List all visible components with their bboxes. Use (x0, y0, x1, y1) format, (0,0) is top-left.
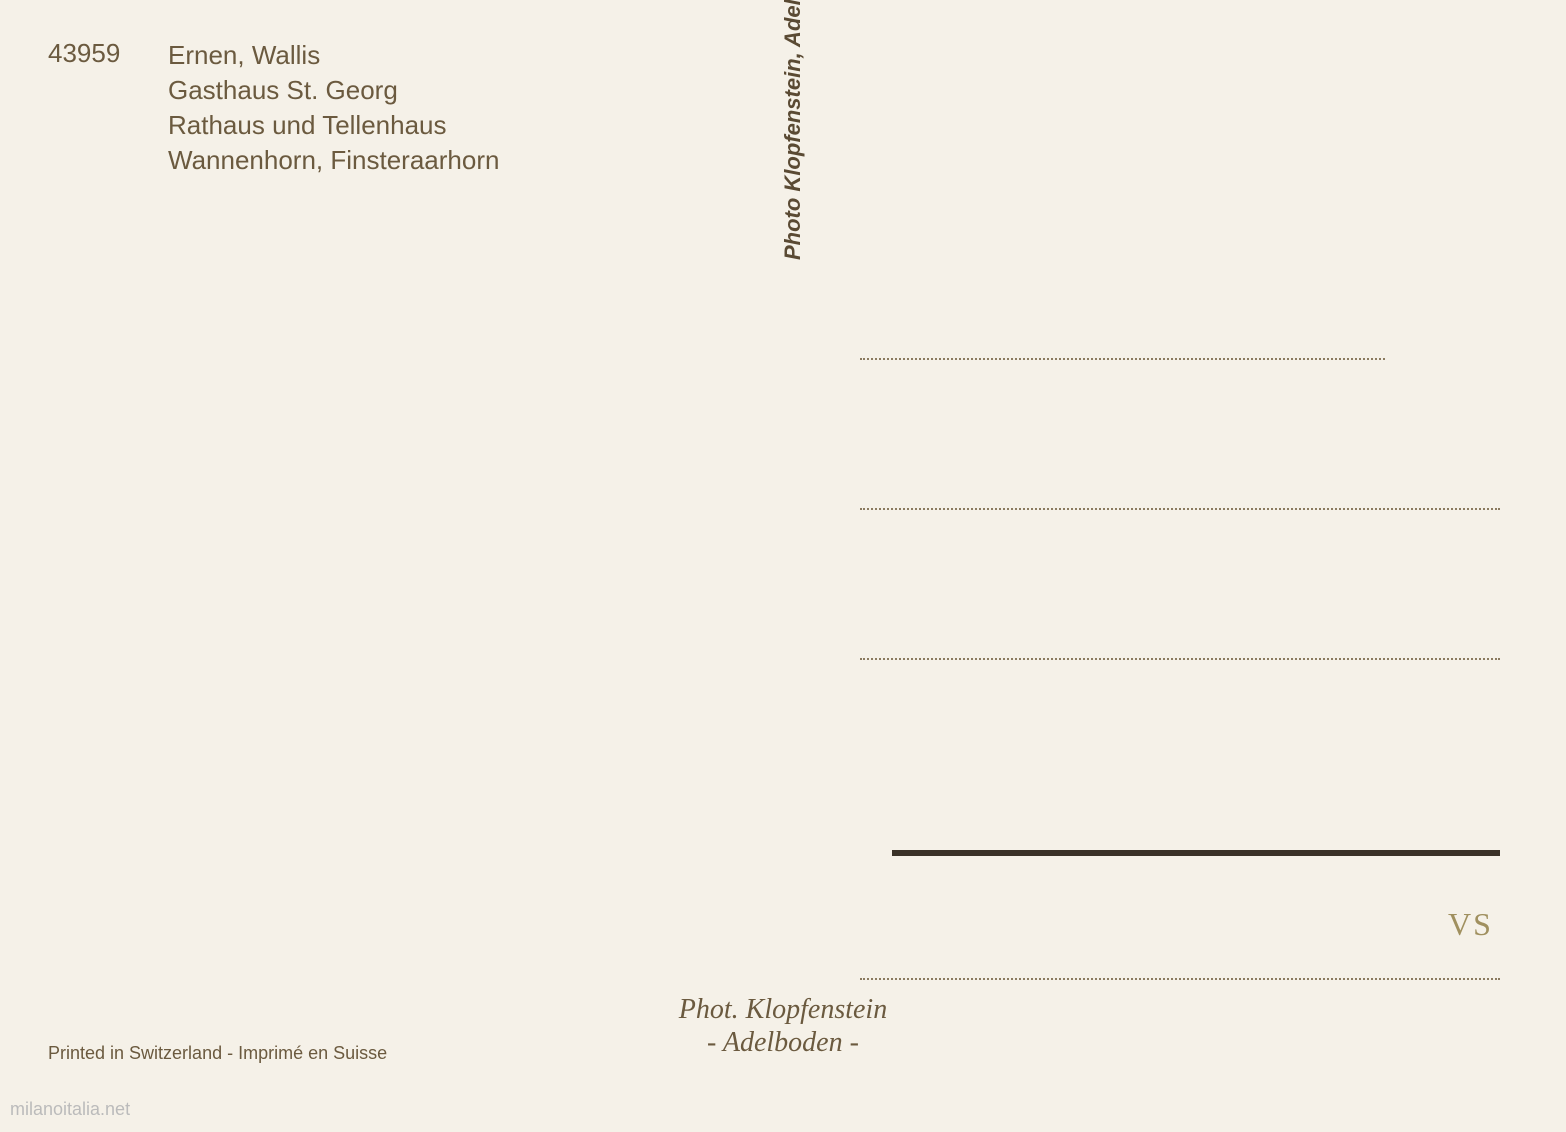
address-line-1 (860, 358, 1385, 360)
publisher-credit-vertical: Photo Klopfenstein, Adelboden - Reproduk… (780, 0, 806, 260)
address-line-2 (860, 508, 1500, 510)
printed-in-text: Printed in Switzerland - Imprimé en Suis… (48, 1043, 387, 1064)
address-line-bottom (860, 978, 1500, 980)
location-description: Ernen, Wallis Gasthaus St. Georg Rathaus… (168, 38, 499, 178)
address-underline (892, 850, 1500, 856)
watermark: milanoitalia.net (10, 1099, 130, 1120)
address-line-3 (860, 658, 1500, 660)
photographer-signature: Phot. Klopfenstein - Adelboden - (679, 993, 887, 1060)
handwritten-annotation: VS (1448, 906, 1493, 943)
description-line-2: Gasthaus St. Georg (168, 73, 499, 108)
catalog-number: 43959 (48, 38, 120, 69)
description-line-3: Rathaus und Tellenhaus (168, 108, 499, 143)
description-line-4: Wannenhorn, Finsteraarhorn (168, 143, 499, 178)
signature-line-2: - Adelboden - (679, 1026, 887, 1060)
postcard-back: 43959 Ernen, Wallis Gasthaus St. Georg R… (0, 0, 1566, 1132)
description-line-1: Ernen, Wallis (168, 38, 499, 73)
address-area (860, 358, 1500, 660)
signature-line-1: Phot. Klopfenstein (679, 993, 887, 1027)
